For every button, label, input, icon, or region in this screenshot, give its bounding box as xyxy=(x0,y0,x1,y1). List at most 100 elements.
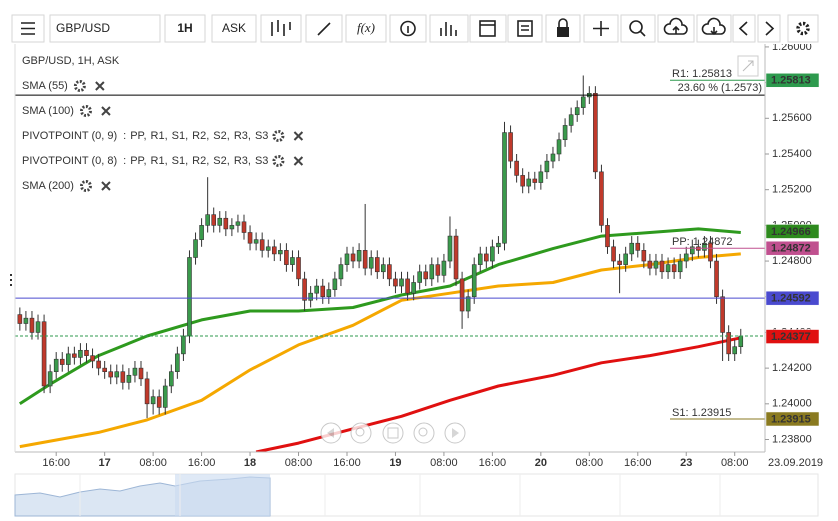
candle-body xyxy=(169,371,174,387)
legend-remove-icon[interactable] xyxy=(101,106,111,116)
legend-level: R2, xyxy=(192,130,209,142)
candle-body xyxy=(447,235,453,262)
candle-body xyxy=(235,221,241,226)
legend-level: S3 xyxy=(255,130,268,142)
toolbar: GBP/USD 1H ASK f(x) xyxy=(0,0,838,44)
candle-body xyxy=(635,242,641,251)
candle-body xyxy=(544,160,550,173)
candle-body xyxy=(653,260,659,269)
nav-zoom-out[interactable] xyxy=(350,422,372,444)
legend-prefix: : xyxy=(123,155,126,167)
candle-body xyxy=(508,132,513,162)
legend-remove-icon[interactable] xyxy=(101,181,111,191)
candle-body xyxy=(514,160,519,176)
candle-body xyxy=(738,335,744,348)
price-tag xyxy=(765,224,820,239)
legend-entry: SMA (200) xyxy=(22,180,74,192)
candle-body xyxy=(199,225,204,240)
calendar-button[interactable] xyxy=(469,14,507,43)
legend-remove-icon[interactable] xyxy=(95,81,105,91)
candle-body xyxy=(350,253,356,262)
legend: GBP/USD, 1H, ASK SMA (55) SMA (100) PIVOTPO… xyxy=(22,55,304,192)
legend-title: GBP/USD, 1H, ASK xyxy=(22,55,120,67)
candle-body xyxy=(732,346,738,355)
legend-settings-icon[interactable] xyxy=(79,105,92,117)
prev-button[interactable] xyxy=(732,14,756,43)
candle-body xyxy=(677,260,683,273)
timeframe-button[interactable] xyxy=(164,14,206,43)
candle-body xyxy=(17,314,23,324)
candle-body xyxy=(181,335,186,355)
side-handle[interactable] xyxy=(10,274,12,286)
zoom-button[interactable] xyxy=(620,14,656,43)
candle-body xyxy=(338,264,344,280)
x-tick-label: 16:00 xyxy=(333,457,361,469)
candle-body xyxy=(290,257,295,265)
legend-settings-hole xyxy=(84,184,88,188)
candle-body xyxy=(247,232,253,244)
candle-body xyxy=(526,178,532,187)
candle-body xyxy=(568,114,574,126)
candle-body xyxy=(120,371,126,383)
nav-reset[interactable] xyxy=(382,422,404,444)
function-text: f(x) xyxy=(357,20,375,35)
candle-body xyxy=(647,260,653,269)
sma-line xyxy=(18,227,741,406)
x-tick-label: 20 xyxy=(535,457,547,469)
candle-body xyxy=(156,396,162,408)
candle-body xyxy=(387,264,392,280)
candle-body xyxy=(417,271,422,283)
candle-body xyxy=(459,278,465,312)
price-tag xyxy=(765,73,820,88)
legend-level: R1, xyxy=(151,130,168,142)
legend-level: PP, xyxy=(130,130,146,142)
candle-body xyxy=(574,107,580,116)
legend-level: R3, xyxy=(234,130,251,142)
function-button[interactable] xyxy=(345,14,387,43)
candle-body xyxy=(162,385,168,408)
candle-body xyxy=(314,285,319,294)
candle-body xyxy=(47,371,53,387)
x-tick-label: 16:00 xyxy=(479,457,507,469)
candle-body xyxy=(453,235,459,280)
candle-body xyxy=(429,264,435,280)
candle-body xyxy=(605,225,610,248)
legend-settings-icon[interactable] xyxy=(73,80,86,92)
news-button[interactable] xyxy=(507,14,543,43)
legend-settings-hole xyxy=(84,109,88,113)
candle-body xyxy=(599,171,604,226)
side-button[interactable] xyxy=(211,14,257,43)
legend-settings-hole xyxy=(78,84,82,88)
legend-settings-icon[interactable] xyxy=(272,130,285,142)
next-button[interactable] xyxy=(757,14,781,43)
candle-body xyxy=(496,242,501,248)
level-label: PP: 1.24872 xyxy=(672,236,733,248)
legend-settings-hole xyxy=(276,159,281,163)
legend-remove-icon[interactable] xyxy=(293,131,304,141)
candle-body xyxy=(23,317,29,324)
candle-body xyxy=(66,353,71,365)
candle-body xyxy=(671,264,677,273)
axes: 1.238001.240001.242001.244001.246001.248… xyxy=(42,41,823,469)
legend-remove-icon[interactable] xyxy=(293,156,304,166)
candle-body xyxy=(278,250,283,255)
symbol-text: GBP/USD xyxy=(56,21,110,35)
candle-body xyxy=(411,282,416,294)
x-tick-label: 19 xyxy=(389,457,401,469)
symbol-input[interactable] xyxy=(49,14,161,43)
price-tag-label: 1.24872 xyxy=(771,243,811,255)
x-tick-label: 16:00 xyxy=(624,457,652,469)
candle-body xyxy=(132,367,138,376)
legend-level: S2, xyxy=(213,130,230,142)
navigator xyxy=(14,473,819,517)
y-tick-label: 1.24800 xyxy=(772,255,812,267)
candle-body xyxy=(211,214,217,226)
indicators-button[interactable] xyxy=(429,14,469,43)
nav-zoom-in[interactable] xyxy=(413,422,435,444)
legend-settings-icon[interactable] xyxy=(79,180,92,192)
candle-body xyxy=(265,246,271,251)
legend-settings-icon[interactable] xyxy=(272,155,285,167)
candle-body xyxy=(423,271,429,280)
popout-icon[interactable] xyxy=(737,55,759,77)
chart-type-button[interactable] xyxy=(260,14,302,43)
